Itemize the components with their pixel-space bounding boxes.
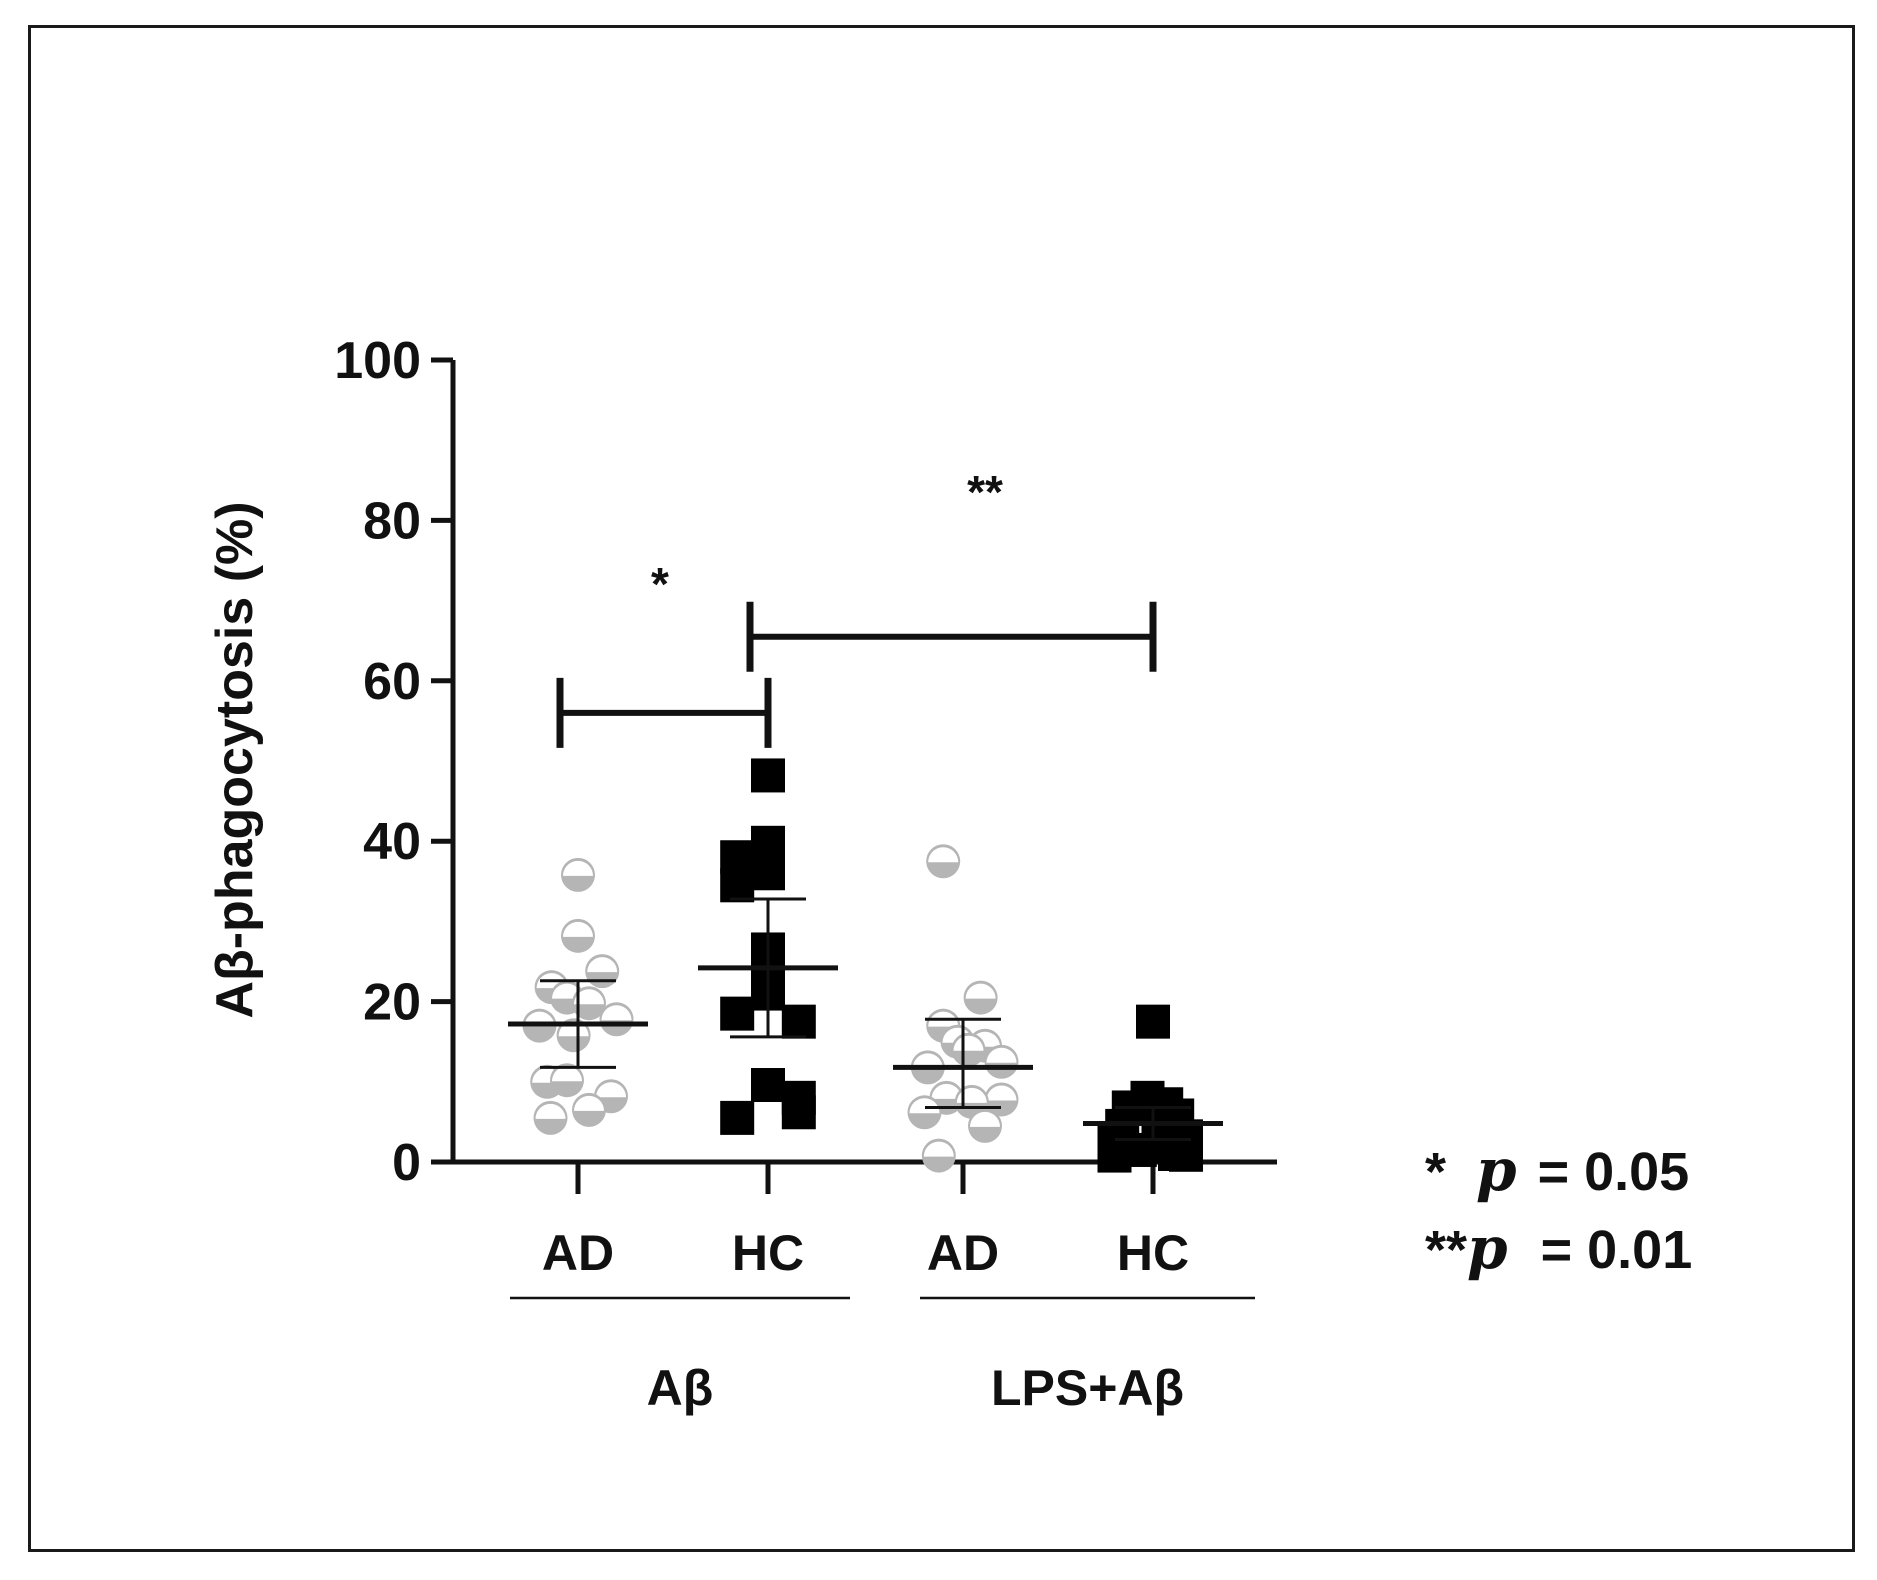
data-point-square xyxy=(751,856,785,891)
data-point-half-circle xyxy=(599,1002,634,1037)
significance-label: ** xyxy=(967,466,1003,518)
data-point-highlight xyxy=(970,1111,1000,1127)
data-point-square xyxy=(1136,1004,1170,1039)
data-point-square xyxy=(1097,1138,1132,1173)
data-point-square xyxy=(781,1004,816,1039)
data-point-square xyxy=(720,1100,755,1135)
data-point-highlight xyxy=(535,1103,566,1119)
data-point-highlight xyxy=(601,1005,632,1021)
y-axis-title: Aβ-phagocytosis (%) xyxy=(206,501,264,1018)
data-point-half-circle xyxy=(572,1092,606,1127)
data-point-highlight xyxy=(563,921,593,937)
data-point-half-circle xyxy=(585,954,620,989)
legend-entry: * p = 0.05 xyxy=(1425,1136,1689,1204)
data-point-highlight xyxy=(552,1066,582,1082)
group-label: LPS+Aβ xyxy=(991,1360,1184,1416)
y-tick-label: 60 xyxy=(363,653,421,711)
data-point-square xyxy=(751,1068,785,1103)
data-point-highlight xyxy=(587,957,618,973)
legend-entry: **p = 0.01 xyxy=(1425,1214,1692,1282)
x-category-label: AD xyxy=(927,1225,999,1281)
data-point-highlight xyxy=(912,1053,943,1069)
data-point-half-circle xyxy=(561,857,595,892)
data-point-highlight xyxy=(986,1085,1017,1101)
data-point-half-circle xyxy=(561,918,595,953)
data-point-half-circle xyxy=(907,1095,942,1130)
data-point-highlight xyxy=(931,1083,962,1099)
data-point-half-circle xyxy=(968,1108,1002,1143)
data-point-square xyxy=(781,1095,816,1130)
data-point-half-circle xyxy=(533,1100,568,1135)
data-point-highlight xyxy=(909,1098,940,1114)
data-point-square xyxy=(1169,1137,1203,1172)
data-point-highlight xyxy=(953,1035,984,1051)
data-point-square xyxy=(751,825,785,860)
data-point-half-circle xyxy=(963,980,998,1015)
data-point-half-circle xyxy=(926,844,961,879)
data-point-square xyxy=(720,996,755,1031)
data-point-highlight xyxy=(563,860,593,876)
significance-label: * xyxy=(651,558,669,610)
data-point-highlight xyxy=(574,989,604,1005)
legend-stars: ** xyxy=(1425,1220,1467,1280)
data-point-highlight xyxy=(965,983,996,999)
legend-p-symbol: p xyxy=(1467,1214,1508,1282)
x-category-label: HC xyxy=(732,1225,804,1281)
legend-p-symbol: p xyxy=(1476,1136,1517,1204)
data-point-half-circle xyxy=(951,1032,986,1067)
legend-value: = 0.01 xyxy=(1526,1220,1693,1280)
data-point-half-circle xyxy=(572,986,606,1021)
data-point-square xyxy=(720,868,755,903)
y-tick-label: 80 xyxy=(363,492,421,550)
y-tick-label: 20 xyxy=(363,974,421,1032)
data-point-highlight xyxy=(574,1095,604,1111)
data-point-square xyxy=(751,758,785,793)
data-point-half-circle xyxy=(921,1138,956,1173)
y-tick-label: 40 xyxy=(363,813,421,871)
legend-stars: * xyxy=(1425,1142,1446,1202)
data-point-half-circle xyxy=(984,1044,1019,1079)
group-label: Aβ xyxy=(647,1360,714,1416)
y-tick-label: 0 xyxy=(392,1134,421,1192)
data-point-highlight xyxy=(596,1082,626,1098)
x-category-label: AD xyxy=(542,1225,614,1281)
data-point-highlight xyxy=(923,1141,954,1157)
data-point-half-circle xyxy=(550,1063,584,1098)
x-category-label: HC xyxy=(1117,1225,1189,1281)
data-point-highlight xyxy=(928,847,959,863)
legend-value: = 0.05 xyxy=(1523,1142,1690,1202)
data-point-highlight xyxy=(986,1047,1017,1063)
y-tick-label: 100 xyxy=(334,332,421,390)
